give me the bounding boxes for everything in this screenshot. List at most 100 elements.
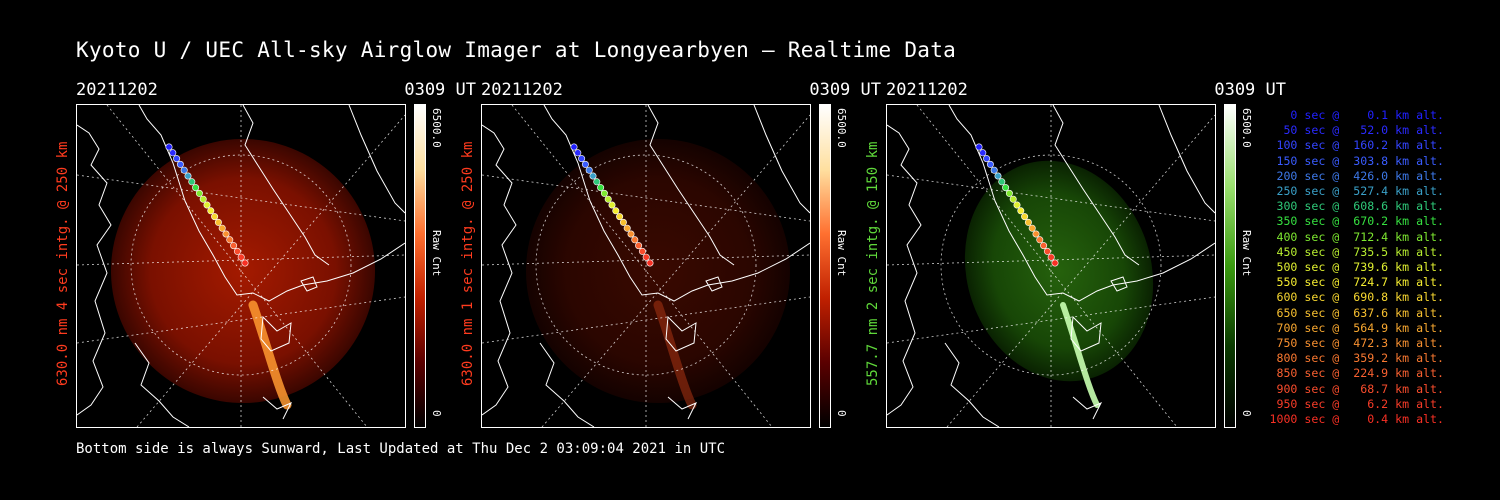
trajectory-point — [226, 236, 234, 244]
trajectory-point — [1005, 189, 1013, 197]
trajectory-point — [631, 236, 639, 244]
legend-entry: 650 sec @ 637.6 km alt. — [1269, 305, 1444, 320]
airglow-field — [964, 160, 1154, 382]
trajectory-point — [233, 247, 241, 255]
trajectory-point — [1040, 242, 1048, 250]
latitude-circle — [130, 154, 352, 376]
coastline — [482, 105, 810, 427]
legend-entry: 200 sec @ 426.0 km alt. — [1269, 168, 1444, 183]
trajectory-point — [983, 155, 991, 163]
legend-entry: 450 sec @ 735.5 km alt. — [1269, 244, 1444, 259]
trajectory-point — [998, 178, 1006, 186]
trajectory-point — [593, 178, 601, 186]
legend-entry: 0 sec @ 0.1 km alt. — [1269, 108, 1444, 122]
trajectory-point — [585, 166, 593, 174]
trajectory-point — [1032, 230, 1040, 238]
legend-entry: 800 sec @ 359.2 km alt. — [1269, 351, 1444, 366]
legend-entry: 50 sec @ 52.0 km alt. — [1269, 123, 1444, 138]
trajectory-point — [214, 218, 222, 226]
panel-date: 20211202 — [76, 80, 158, 100]
latitude-circle — [535, 154, 757, 376]
trajectory-point — [975, 143, 983, 151]
legend-entry: 900 sec @ 68.7 km alt. — [1269, 381, 1444, 396]
allsky-map — [76, 104, 406, 428]
trajectory-point — [1043, 247, 1051, 255]
trajectory-point — [180, 166, 188, 174]
trajectory-point — [623, 224, 631, 232]
trajectory-point — [994, 172, 1002, 180]
legend-entry: 950 sec @ 6.2 km alt. — [1269, 396, 1444, 411]
aurora-arc — [653, 300, 697, 410]
page-title: Kyoto U / UEC All-sky Airglow Imager at … — [76, 38, 957, 62]
aurora-arc — [248, 300, 292, 410]
aurora-arc — [1060, 302, 1100, 408]
trajectory-point — [192, 184, 200, 192]
trajectory-point — [570, 143, 578, 151]
trajectory-point — [176, 160, 184, 168]
trajectory-point — [195, 189, 203, 197]
legend-entry: 750 sec @ 472.3 km alt. — [1269, 336, 1444, 351]
trajectory-point — [600, 189, 608, 197]
trajectory-point — [574, 149, 582, 157]
legend-entry: 550 sec @ 724.7 km alt. — [1269, 275, 1444, 290]
trajectory-point — [203, 201, 211, 209]
panel-side-label: 630.0 nm 4 sec intg. @ 250 km — [55, 141, 71, 387]
coastline — [77, 105, 405, 427]
trajectory-point — [635, 242, 643, 250]
trajectory-point — [608, 201, 616, 209]
colorbar — [819, 104, 831, 428]
panel-time: 0309 UT — [1214, 80, 1286, 100]
trajectory-point — [1017, 207, 1025, 215]
trajectory-point — [1013, 201, 1021, 209]
legend-entry: 350 sec @ 670.2 km alt. — [1269, 214, 1444, 229]
trajectory-point — [612, 207, 620, 215]
allsky-map — [481, 104, 811, 428]
trajectory-point — [241, 259, 249, 267]
trajectory-point — [237, 253, 245, 261]
colorbar-max: 6500.0 — [1240, 108, 1253, 148]
trajectory-point — [188, 178, 196, 186]
trajectory-point — [199, 195, 207, 203]
panel-557nm-2sec: 20211202 0309 UT 6500.0 Raw Cnt 0 — [886, 80, 1286, 430]
colorbar-max: 6500.0 — [835, 108, 848, 148]
trajectory-point — [222, 230, 230, 238]
legend-entry: 850 sec @ 224.9 km alt. — [1269, 366, 1444, 381]
panel-630nm-4sec: 20211202 0309 UT 6500.0 Raw Cnt 0 — [76, 80, 476, 430]
trajectory-point — [1009, 195, 1017, 203]
legend-entry: 250 sec @ 527.4 km alt. — [1269, 184, 1444, 199]
panel-side-label: 630.0 nm 1 sec intg. @ 250 km — [460, 141, 476, 387]
trajectory-point — [990, 166, 998, 174]
trajectory-point — [642, 253, 650, 261]
allsky-image — [887, 105, 1215, 427]
legend-entry: 1000 sec @ 0.4 km alt. — [1269, 412, 1444, 427]
colorbar-unit: Raw Cnt — [430, 230, 443, 277]
trajectory-point — [627, 230, 635, 238]
panel-date: 20211202 — [886, 80, 968, 100]
trajectory-point — [1036, 236, 1044, 244]
airglow-field — [111, 139, 375, 403]
legend-entry: 100 sec @ 160.2 km alt. — [1269, 138, 1444, 153]
trajectory-point — [169, 149, 177, 157]
trajectory-point — [578, 155, 586, 163]
footer-note: Bottom side is always Sunward, Last Upda… — [76, 441, 726, 457]
trajectory-point — [1051, 259, 1059, 267]
colorbar-min: 0 — [835, 410, 848, 417]
coastline — [887, 105, 1215, 427]
trajectory-point — [173, 155, 181, 163]
panel-side-label: 557.7 nm 2 sec intg. @ 150 km — [865, 141, 881, 387]
trajectory-point — [619, 218, 627, 226]
trajectory-point — [165, 143, 173, 151]
legend-entry: 600 sec @ 690.8 km alt. — [1269, 290, 1444, 305]
trajectory-point — [218, 224, 226, 232]
trajectory-point — [207, 207, 215, 215]
legend-entry: 150 sec @ 303.8 km alt. — [1269, 153, 1444, 168]
trajectory-point — [604, 195, 612, 203]
trajectory-point — [638, 247, 646, 255]
legend-entry: 400 sec @ 712.4 km alt. — [1269, 229, 1444, 244]
trajectory-point — [581, 160, 589, 168]
trajectory-point — [1021, 213, 1029, 221]
legend-entry: 300 sec @ 608.6 km alt. — [1269, 199, 1444, 214]
allsky-map — [886, 104, 1216, 428]
trajectory-point — [1028, 224, 1036, 232]
allsky-image — [482, 105, 810, 427]
